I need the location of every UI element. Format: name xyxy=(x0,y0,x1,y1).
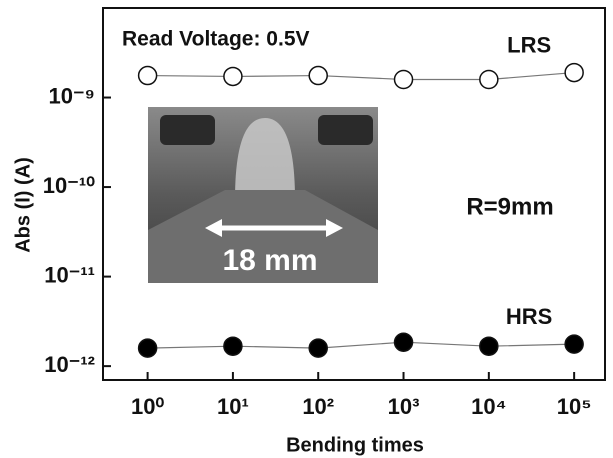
inset-photo xyxy=(148,107,378,283)
x-tick-label: 10⁴ xyxy=(471,394,506,419)
x-tick-label: 10¹ xyxy=(217,394,249,419)
data-point xyxy=(308,338,328,358)
data-point xyxy=(564,62,584,83)
series-line xyxy=(147,341,575,349)
data-point xyxy=(223,336,243,356)
inset-label: 18 mm xyxy=(222,244,317,277)
annotation: Read Voltage: 0.5V xyxy=(122,28,310,51)
x-tick-label: 10⁰ xyxy=(131,394,164,419)
x-tick-label: 10² xyxy=(302,394,334,419)
y-tick-label: 10⁻¹¹ xyxy=(44,262,95,287)
series-label: HRS xyxy=(506,304,552,329)
plot-frame xyxy=(102,7,606,381)
y-axis-label: Abs (I) (A) xyxy=(12,157,34,253)
x-tick-label: 10⁵ xyxy=(557,394,592,419)
series-label: LRS xyxy=(507,32,551,57)
data-point xyxy=(479,336,499,356)
x-axis-label: Bending times xyxy=(286,434,424,456)
data-point xyxy=(393,332,414,352)
y-tick-label: 10⁻¹² xyxy=(44,352,95,377)
series-line xyxy=(147,71,575,81)
x-tick-label: 10³ xyxy=(388,394,420,419)
data-point xyxy=(308,65,328,86)
data-point xyxy=(223,66,243,87)
y-tick-label: 10⁻¹⁰ xyxy=(43,173,95,198)
y-tick-label: 10⁻⁹ xyxy=(48,83,95,108)
data-point xyxy=(479,69,499,90)
annotation: R=9mm xyxy=(466,193,553,220)
data-point xyxy=(137,338,158,358)
data-point xyxy=(564,334,584,354)
data-point xyxy=(393,69,414,90)
data-point xyxy=(137,65,158,86)
